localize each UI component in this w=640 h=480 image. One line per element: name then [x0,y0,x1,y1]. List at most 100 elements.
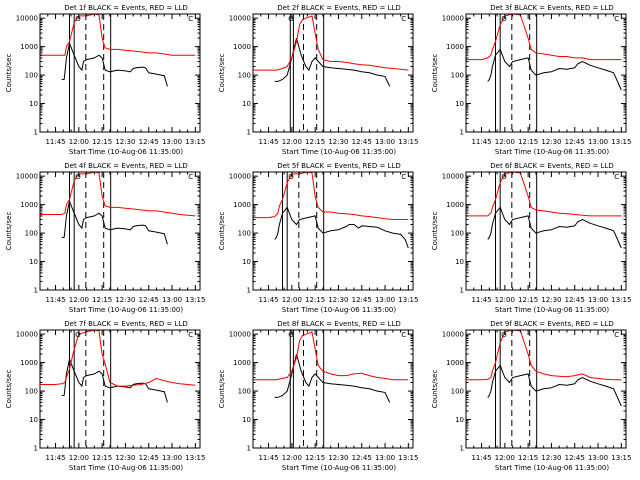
marker-label: O [501,331,507,339]
x-tick-label: 13:15 [611,454,631,462]
x-tick-label: 12:15 [305,138,325,146]
marker-label: O [75,331,81,339]
series-line-lld [40,14,196,56]
y-tick-label: 1 [247,129,251,137]
x-axis-label: Start Time (10-Aug-06 11:35:00) [282,464,396,472]
y-tick-label: 10 [455,258,464,266]
series-line-events [487,48,622,91]
marker-label: C [401,173,406,181]
y-tick-label: 1 [460,129,464,137]
x-tick-label: 11:45 [471,296,491,304]
y-axis-label: Counts/sec [431,54,439,93]
y-tick-label: 1000 [20,43,38,51]
series-line-events [274,37,391,87]
x-tick-label: 11:45 [258,296,278,304]
x-tick-label: 12:00 [282,296,302,304]
x-tick-label: 13:15 [398,296,418,304]
chart-title: Det 6f BLACK = Events, RED = LLD [490,162,613,170]
y-tick-label: 10 [29,416,38,424]
x-tick-label: 13:15 [611,138,631,146]
marker-label: C [401,15,406,23]
y-tick-label: 1 [34,287,38,295]
y-tick-label: 100 [25,72,38,80]
y-tick-label: 100 [25,388,38,396]
y-tick-label: 10 [242,416,251,424]
x-tick-label: 12:30 [541,454,561,462]
x-tick-label: 13:00 [375,296,395,304]
chart-panel: Det 9f BLACK = Events, RED = LLD O C 1 10 100… [431,320,631,472]
y-axis-label: Counts/sec [218,370,226,409]
plot-frame [252,329,414,449]
y-tick-label: 10000 [442,15,464,23]
y-tick-label: 1000 [446,201,464,209]
y-tick-label: 10 [29,258,38,266]
y-tick-label: 1 [460,287,464,295]
series-line-lld [466,14,622,61]
y-tick-label: 100 [451,388,464,396]
plot-frame [39,171,201,291]
x-tick-label: 13:00 [375,138,395,146]
x-axis-label: Start Time (10-Aug-06 11:35:00) [69,464,183,472]
x-tick-label: 12:30 [328,138,348,146]
x-tick-label: 12:45 [139,138,159,146]
x-tick-label: 12:00 [69,296,89,304]
plot-frame [252,13,414,133]
chart-panel: Det 3f BLACK = Events, RED = LLD O C 1 10 100… [431,4,631,156]
y-tick-label: 1000 [446,43,464,51]
marker-label: C [401,331,406,339]
y-tick-label: 10000 [16,173,38,181]
x-axis-label: Start Time (10-Aug-06 11:35:00) [69,306,183,314]
x-axis-label: Start Time (10-Aug-06 11:35:00) [495,148,609,156]
x-tick-label: 13:15 [398,138,418,146]
y-tick-label: 100 [451,230,464,238]
x-tick-label: 11:45 [471,138,491,146]
chart-panel: Det 2f BLACK = Events, RED = LLD O C 1 10 100… [218,4,418,156]
x-tick-label: 12:15 [518,454,538,462]
x-tick-label: 12:45 [352,138,372,146]
y-tick-label: 1000 [233,43,251,51]
y-tick-label: 100 [238,230,251,238]
y-axis-label: Counts/sec [431,212,439,251]
chart-title: Det 4f BLACK = Events, RED = LLD [64,162,187,170]
marker-label: C [614,173,619,181]
x-tick-label: 12:00 [495,138,515,146]
y-tick-label: 10 [29,100,38,108]
chart-title: Det 1f BLACK = Events, RED = LLD [64,4,187,12]
y-tick-label: 1 [34,129,38,137]
marker-label: C [188,331,193,339]
marker-label: O [288,331,294,339]
x-tick-label: 12:00 [282,138,302,146]
y-tick-label: 100 [238,388,251,396]
x-tick-label: 12:45 [352,296,372,304]
x-tick-label: 13:00 [375,454,395,462]
y-tick-label: 100 [238,72,251,80]
x-tick-label: 12:45 [139,296,159,304]
x-tick-label: 12:00 [69,454,89,462]
x-tick-label: 12:00 [69,138,89,146]
x-tick-label: 13:00 [588,138,608,146]
plot-frame [39,329,201,449]
chart-panel: Det 1f BLACK = Events, RED = LLD O C 1 10 100… [5,4,205,156]
plot-frame [252,171,414,291]
x-tick-label: 13:00 [162,454,182,462]
series-line-events [487,364,622,407]
x-axis-label: Start Time (10-Aug-06 11:35:00) [282,148,396,156]
chart-panel: Det 8f BLACK = Events, RED = LLD O C 1 10 100… [218,320,418,472]
y-tick-label: 1 [34,445,38,453]
x-tick-label: 13:15 [185,138,205,146]
chart-panel: Det 7f BLACK = Events, RED = LLD O C 1 10 100… [5,320,205,472]
x-tick-label: 12:30 [115,138,135,146]
y-tick-label: 1000 [233,359,251,367]
y-tick-label: 100 [25,230,38,238]
x-tick-label: 12:45 [565,454,585,462]
y-tick-label: 10 [242,258,251,266]
y-axis-label: Counts/sec [218,54,226,93]
x-tick-label: 13:00 [162,296,182,304]
x-tick-label: 12:15 [92,454,112,462]
x-tick-label: 12:00 [282,454,302,462]
x-tick-label: 12:15 [518,138,538,146]
x-axis-label: Start Time (10-Aug-06 11:35:00) [282,306,396,314]
series-line-lld [40,172,196,217]
x-tick-label: 13:15 [611,296,631,304]
plot-frame [465,13,627,133]
